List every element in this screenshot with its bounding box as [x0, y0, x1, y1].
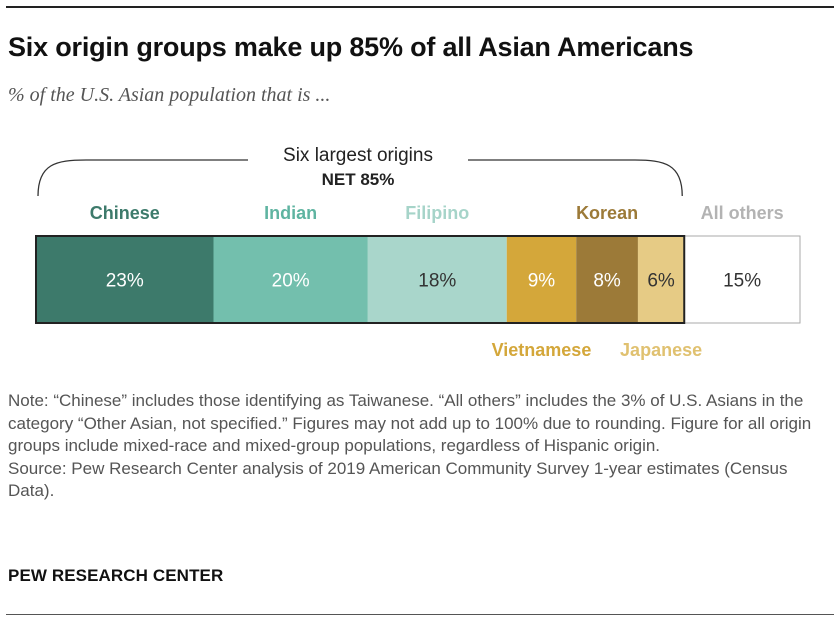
note-text: Note: “Chinese” includes those identifyi…: [8, 391, 812, 455]
value-label-filipino: 18%: [418, 271, 456, 292]
bracket-net-label: NET 85%: [322, 170, 395, 189]
value-label-chinese: 23%: [106, 271, 144, 292]
value-label-korean: 8%: [593, 271, 621, 292]
category-label-japanese: Japanese: [620, 340, 702, 360]
category-label-indian: Indian: [264, 203, 317, 223]
top-rule: [6, 6, 834, 8]
chart-subtitle: % of the U.S. Asian population that is .…: [8, 84, 331, 106]
value-label-japanese: 6%: [647, 271, 675, 292]
category-label-filipino: Filipino: [405, 203, 469, 223]
category-label-vietnamese: Vietnamese: [492, 340, 592, 360]
bar-segment-all-others: [683, 235, 801, 324]
six-largest-outline: [35, 235, 686, 324]
bottom-rule: [6, 614, 834, 615]
bar-segment-korean: [576, 236, 638, 323]
value-labels: 23% 20% 18% 9% 8% 6% 15%: [106, 271, 762, 292]
stacked-bar-chart: Six largest origins NET 85% 23% 20% 18% 9% 8…: [35, 145, 801, 360]
chart-title: Six origin groups make up 85% of all Asi…: [8, 32, 694, 62]
bar-segment-japanese: [637, 236, 685, 323]
bracket: Six largest origins NET 85%: [37, 145, 683, 197]
value-label-all-others: 15%: [723, 271, 761, 292]
bar-segments: [35, 235, 801, 324]
value-label-indian: 20%: [272, 271, 310, 292]
bracket-label: Six largest origins: [283, 145, 433, 166]
bar-segment-chinese: [36, 236, 214, 323]
category-label-all-others: All others: [701, 203, 784, 223]
bar-segment-vietnamese: [506, 236, 577, 323]
source-text: Source: Pew Research Center analysis of …: [8, 458, 788, 501]
value-label-vietnamese: 9%: [528, 271, 556, 292]
category-labels: Chinese Indian Filipino Vietnamese Korean Jap…: [90, 203, 784, 360]
bar-segment-indian: [213, 236, 368, 323]
category-label-chinese: Chinese: [90, 203, 160, 223]
notes: Note: “Chinese” includes those identifyi…: [8, 390, 823, 503]
bracket-line: [37, 159, 683, 197]
category-label-korean: Korean: [576, 203, 638, 223]
brand-label: PEW RESEARCH CENTER: [8, 566, 224, 585]
bar-segment-filipino: [367, 236, 507, 323]
